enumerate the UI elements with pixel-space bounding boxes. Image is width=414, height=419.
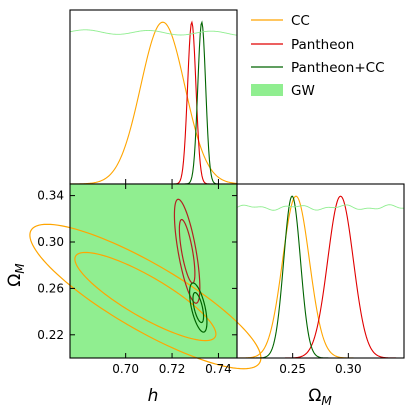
omegam-tick-label: 0.26 [37,281,64,295]
omegam-tick-label: 0.22 [37,328,64,342]
x-axis-label-omegam: ΩM [308,386,332,408]
omegam-curve-pantheon [237,195,404,359]
legend-swatch-gw [251,84,283,96]
omegam-curve-cc [237,195,404,359]
omegam-tick-label: 0.30 [37,235,64,249]
h-omegam-panel [29,184,262,370]
contour-pantheon-cc-1sigma [192,291,205,324]
h-curve-pantheon-cc [70,20,237,185]
omegam-posterior-panel [236,195,405,359]
h-posterior-panel [69,20,238,185]
omegam-x-tick-label: 0.30 [335,362,362,376]
legend-label-pantheon-cc: Pantheon+CC [291,60,385,76]
omegam-tick-label: 0.34 [37,189,64,203]
contour-cc-2sigma [29,223,262,370]
legend-label-gw: GW [291,83,315,99]
legend-label-pantheon: Pantheon [291,37,354,53]
h-tick-label: 0.70 [112,362,139,376]
h-tick-label: 0.72 [159,362,186,376]
y-axis-label-omegam: ΩM [5,263,27,287]
gw-region [70,184,237,358]
contour-pantheon-cc-2sigma [188,282,208,333]
omegam-curve-pantheon-cc [237,195,404,359]
h-curve-cc [69,21,238,185]
legend: CC Pantheon Pantheon+CC GW [251,13,385,99]
omegam-curve-gw [236,204,405,211]
contour-cc-1sigma [74,251,217,342]
h-curve-gw [69,29,238,36]
legend-label-cc: CC [291,13,310,29]
contour-pantheon-2sigma [173,198,201,304]
x-axis-label-h: h [148,386,159,406]
omegam-x-tick-label: 0.25 [279,362,306,376]
h-tick-label: 0.74 [205,362,232,376]
omegam-posterior-frame [236,183,405,359]
h-curve-pantheon [70,20,237,185]
axis-ticks: 0.70 0.72 0.74 0.22 0.26 0.30 0.34 0.25 0.30 [37,179,362,376]
